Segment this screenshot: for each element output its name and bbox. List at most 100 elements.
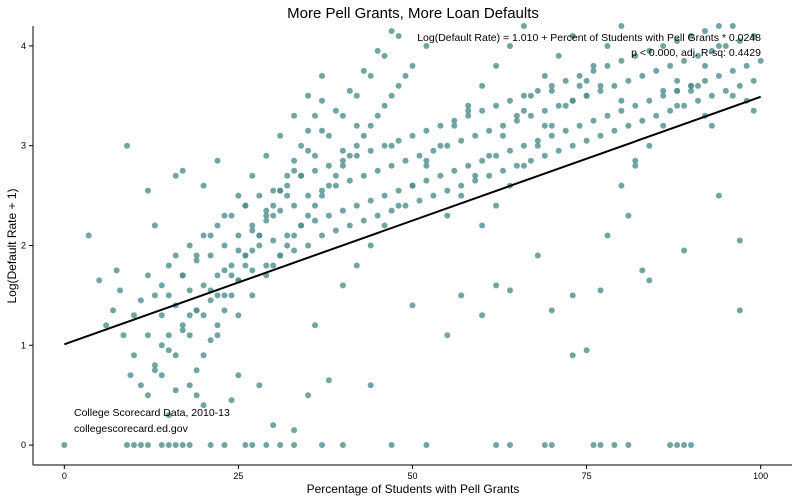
data-point [214,222,221,229]
data-point [249,247,256,254]
data-point [708,122,715,129]
data-point [667,107,674,114]
data-point [242,202,249,209]
data-point [625,442,632,448]
data-point [179,272,186,279]
data-point [235,192,242,199]
data-point [249,292,256,299]
data-point [395,202,402,209]
data-point [339,282,346,289]
data-point [228,262,235,269]
data-point [430,192,437,199]
data-point [569,97,576,104]
y-tick-label: 4 [21,41,26,51]
data-point [402,72,409,79]
data-point [688,442,694,448]
data-point [172,387,179,394]
data-point [346,177,353,184]
data-point [472,177,479,184]
data-point [151,222,158,229]
data-point [277,252,284,259]
data-point [715,43,722,49]
data-point [618,107,625,114]
data-point [367,122,374,129]
data-point [569,352,576,359]
data-point [374,47,381,54]
data-point [242,262,249,269]
data-point [646,47,653,54]
data-point [702,62,708,69]
data-point [583,92,590,99]
data-point [312,217,318,224]
data-point [541,442,548,448]
data-point [715,23,722,29]
data-point [200,282,207,289]
data-point [527,157,534,164]
data-point [583,137,590,144]
data-point [541,122,548,129]
data-point [200,402,207,409]
data-point [520,23,527,29]
data-point [520,92,527,99]
data-point [381,142,388,149]
data-point [207,442,214,448]
data-point [395,82,402,89]
data-point [85,232,92,239]
data-point [402,157,409,164]
data-point [541,152,548,159]
data-point [486,152,493,159]
data-point [186,442,193,448]
data-point [124,142,130,149]
data-point [249,267,256,274]
data-point [632,102,639,109]
data-point [611,82,618,89]
data-point [513,162,520,169]
data-point [416,152,423,159]
data-point [472,172,479,179]
data-point [541,72,548,79]
data-point [708,92,715,99]
data-point [590,67,597,74]
data-point [493,152,500,159]
data-point [660,43,667,49]
data-point [353,152,360,159]
data-point [305,92,312,99]
data-point [193,252,200,259]
data-point [277,187,284,194]
data-point [736,38,743,44]
y-axis-ticks: 0 1 2 3 4 [21,41,33,450]
data-point [402,202,409,209]
data-point [444,142,451,149]
data-point [305,392,312,399]
data-point [291,202,298,209]
data-point [200,352,207,359]
data-point [653,112,660,119]
data-point [604,43,611,49]
data-point [681,102,688,109]
data-point [214,157,221,164]
data-point [458,182,465,189]
data-point [144,187,151,194]
data-point [228,212,235,219]
data-point [291,157,298,164]
data-point [695,52,701,59]
data-point [367,197,374,204]
data-point [590,62,597,69]
data-point [325,132,332,139]
data-point [339,112,346,119]
data-point [632,52,639,59]
data-point [688,33,694,39]
data-point [186,287,193,294]
data-point [437,142,444,149]
data-point [444,212,451,219]
data-point [61,442,68,448]
data-point [270,237,277,244]
data-point [165,292,172,299]
data-point [646,142,653,149]
data-point [319,97,325,104]
data-point [736,82,743,89]
data-point [374,167,381,174]
data-point [332,107,339,114]
data-point [214,272,221,279]
